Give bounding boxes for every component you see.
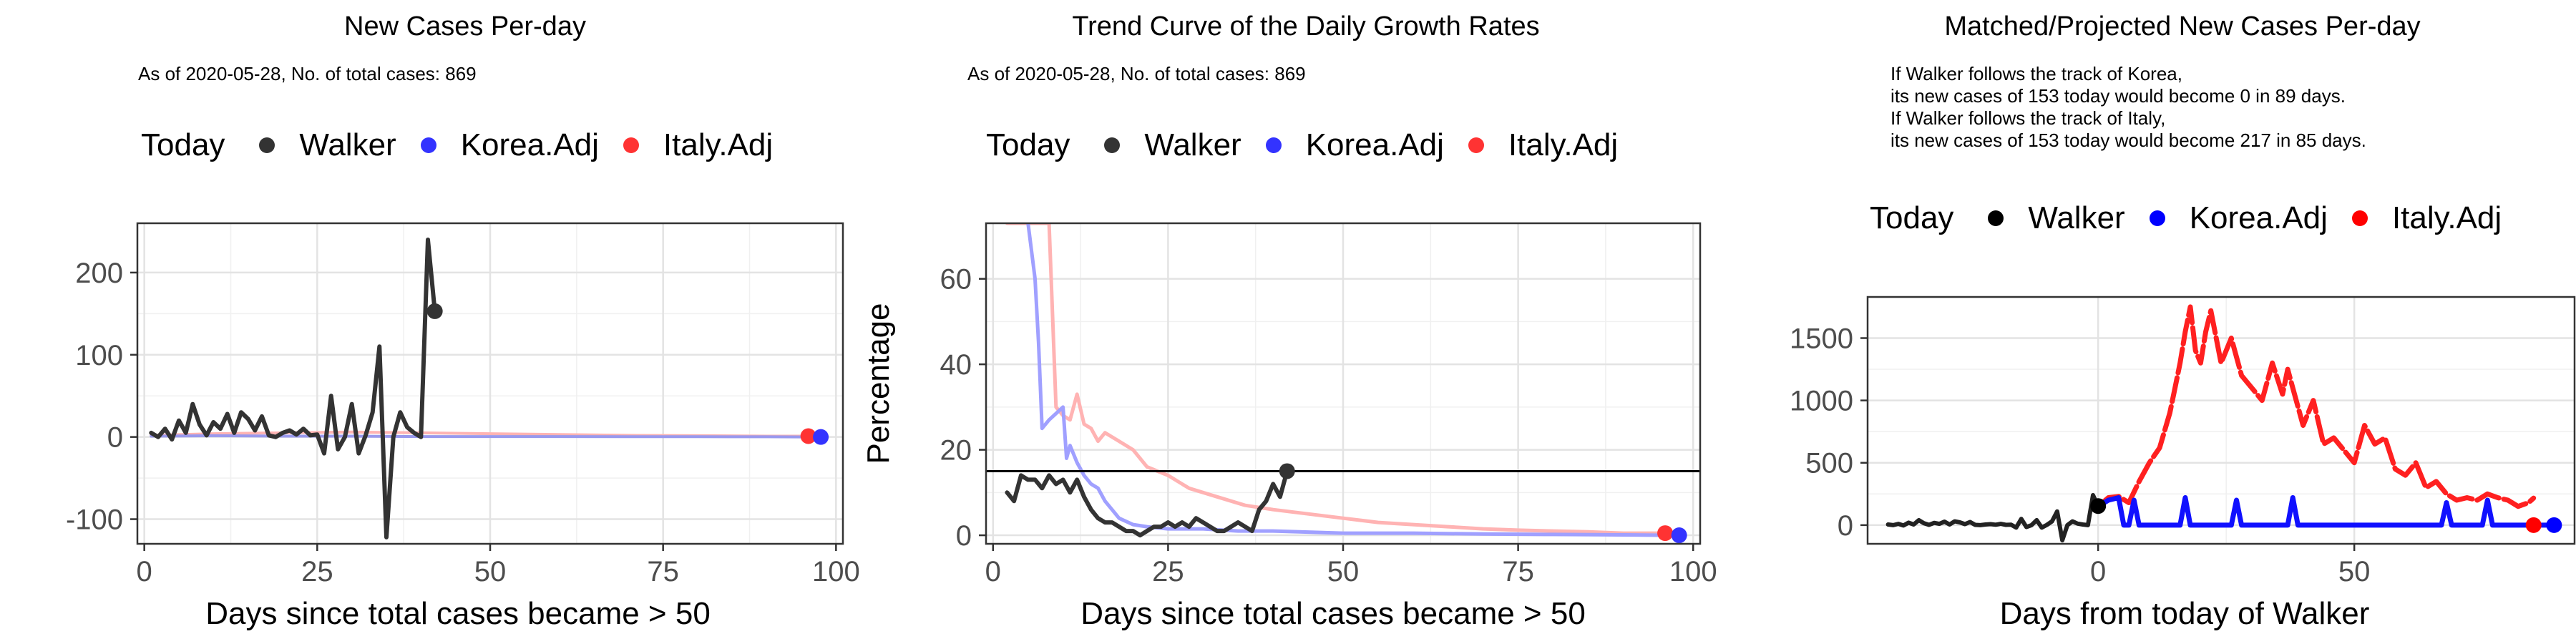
- panel-growth-rates: Trend Curve of the Daily Growth Rates As…: [844, 0, 1717, 644]
- panel-title: Trend Curve of the Daily Growth Rates: [1072, 11, 1540, 42]
- panel-subtitle: If Walker follows the track of Korea, it…: [1890, 63, 2366, 151]
- x-tick-label: 0: [137, 556, 152, 587]
- x-axis-label: Days from today of Walker: [2000, 596, 2370, 631]
- x-axis-label: Days since total cases became > 50: [1080, 596, 1586, 631]
- legend-label: Korea.Adj: [2189, 200, 2328, 235]
- x-tick-label: 100: [1669, 556, 1717, 587]
- y-tick-label: 0: [107, 422, 123, 454]
- today-point-italy-adj: [2525, 517, 2542, 533]
- legend-item-italy: Italy.Adj: [623, 127, 773, 163]
- today-point-walker: [1279, 463, 1295, 479]
- chart-growth-rates: 0 25 50 75 100 0 20 40 60 Days since total cases …: [861, 222, 1717, 631]
- legend-dot-italy: [2351, 210, 2368, 226]
- series-line-italy-adj: [1005, 223, 1667, 535]
- y-tick-label: 100: [75, 340, 123, 371]
- y-tick-label: 20: [940, 435, 972, 467]
- x-tick-label: 50: [2338, 556, 2371, 587]
- y-tick-label: 1500: [1790, 323, 1853, 355]
- legend-item-italy: Italy.Adj: [2351, 200, 2502, 236]
- series-line-walker: [149, 238, 437, 540]
- y-tick-label: 40: [940, 349, 972, 381]
- series-line-korea-adj: [150, 434, 817, 439]
- legend-label: Walker: [1144, 127, 1241, 162]
- legend-label: Korea.Adj: [1305, 127, 1444, 162]
- plot-area: [1868, 297, 2575, 544]
- series-line-korea-adj: [1026, 223, 1674, 537]
- y-tick-label: -100: [66, 504, 123, 536]
- legend-dot-italy: [623, 137, 639, 153]
- panel-title: Matched/Projected New Cases Per-day: [1944, 11, 2421, 42]
- legend-title: Today: [986, 127, 1070, 162]
- x-tick-label: 25: [1152, 556, 1184, 587]
- legend-item-walker: Walker: [1988, 200, 2125, 236]
- x-tick-label: 25: [301, 556, 333, 587]
- legend-item-korea: Korea.Adj: [1265, 127, 1444, 163]
- today-point-walker: [2090, 498, 2107, 514]
- legend-dot-italy: [1468, 137, 1484, 153]
- y-tick-label: 60: [940, 264, 972, 296]
- panel-subtitle: As of 2020-05-28, No. of total cases: 86…: [967, 63, 1306, 84]
- legend-dot-walker: [1988, 210, 2004, 226]
- x-tick-label: 50: [474, 556, 507, 587]
- legend-item-italy: Italy.Adj: [1468, 127, 1618, 163]
- panel-projected: Matched/Projected New Cases Per-day If W…: [1703, 0, 2576, 644]
- legend-label: Korea.Adj: [460, 127, 599, 162]
- series-line-italy-adj: [2095, 304, 2537, 509]
- today-point-korea-adj: [2546, 517, 2562, 533]
- y-tick-label: 500: [1805, 448, 1853, 479]
- legend-item-walker: Walker: [259, 127, 396, 163]
- legend-item-korea: Korea.Adj: [2149, 200, 2328, 236]
- today-point-korea-adj: [1671, 527, 1687, 544]
- today-point-korea-adj: [813, 429, 829, 445]
- legend-label: Walker: [299, 127, 396, 162]
- x-tick-label: 100: [812, 556, 860, 587]
- series-group: [1005, 223, 1674, 538]
- legend-dot-korea: [420, 137, 436, 153]
- legend: Today Walker Korea.Adj Italy.Adj: [986, 127, 1642, 163]
- today-point-italy-adj: [800, 428, 816, 444]
- legend-dot-walker: [259, 137, 275, 153]
- today-point-italy-adj: [1657, 525, 1674, 542]
- legend-label: Walker: [2028, 200, 2125, 235]
- legend-item-walker: Walker: [1104, 127, 1241, 163]
- y-tick-label: 1000: [1790, 386, 1853, 417]
- gridlines: [986, 223, 1700, 544]
- series-group: [1885, 304, 2557, 543]
- panel-title: New Cases Per-day: [344, 11, 586, 42]
- y-tick-label: 0: [1838, 510, 1853, 542]
- panel-new-cases: New Cases Per-day As of 2020-05-28, No. …: [0, 0, 860, 644]
- x-axis-label: Days since total cases became > 50: [205, 596, 711, 631]
- x-tick-label: 0: [2090, 556, 2106, 587]
- y-axis-label: Percentage: [861, 303, 896, 464]
- legend-title: Today: [1870, 200, 1954, 235]
- legend-dot-korea: [1265, 137, 1282, 153]
- panel-border: [1866, 296, 2576, 545]
- legend-title: Today: [141, 127, 225, 162]
- y-tick-label: 0: [956, 520, 972, 552]
- today-point-walker: [426, 303, 443, 319]
- axes: 0 25 50 75 100 0 20 40 60: [940, 264, 1717, 587]
- series-line-walker: [1885, 493, 2101, 543]
- legend: Today Walker Korea.Adj Italy.Adj: [1870, 200, 2526, 236]
- panel-subtitle: As of 2020-05-28, No. of total cases: 86…: [138, 63, 477, 84]
- x-tick-label: 50: [1327, 556, 1360, 587]
- legend-dot-walker: [1104, 137, 1121, 153]
- series-line-korea-adj: [2095, 495, 2557, 528]
- legend-label: Italy.Adj: [2391, 200, 2502, 235]
- x-tick-label: 75: [1502, 556, 1534, 587]
- x-tick-label: 75: [647, 556, 679, 587]
- chart-new-cases: 0 25 50 75 100 -100 0 100 200 Days since total ca…: [66, 222, 860, 631]
- series-group: [149, 238, 817, 540]
- legend-label: Italy.Adj: [663, 127, 774, 162]
- legend-dot-korea: [2149, 210, 2165, 226]
- x-tick-label: 0: [985, 556, 1001, 587]
- legend: Today Walker Korea.Adj Italy.Adj: [141, 127, 797, 163]
- axes: 0 25 50 75 100 -100 0 100 200: [66, 258, 860, 587]
- legend-label: Italy.Adj: [1508, 127, 1619, 162]
- series-line-walker: [1005, 469, 1289, 538]
- legend-item-korea: Korea.Adj: [420, 127, 599, 163]
- y-tick-label: 200: [75, 258, 123, 289]
